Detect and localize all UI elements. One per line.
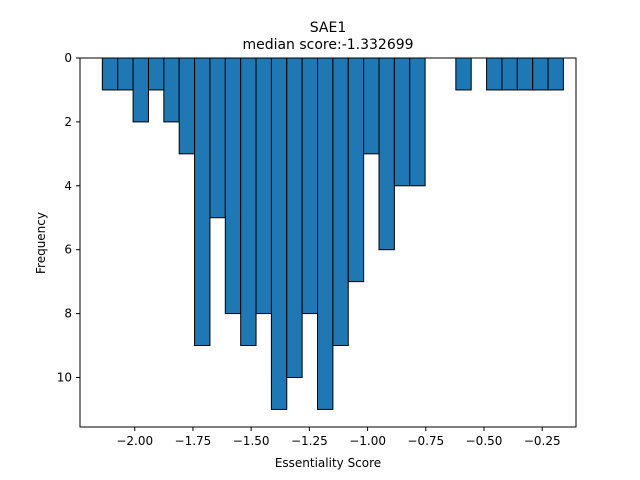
histogram-bar-4	[163, 57, 180, 123]
histogram-bar-1	[117, 57, 134, 91]
histogram-bar-25	[486, 57, 503, 91]
histogram-bar-10	[255, 57, 272, 315]
histogram-bar-12	[286, 57, 303, 378]
histogram-bar-26	[501, 57, 518, 91]
y-tick-label: 8	[64, 307, 72, 321]
histogram-bar-14	[317, 57, 334, 410]
x-tick-label: −0.25	[524, 434, 561, 448]
histogram-bar-6	[194, 57, 211, 347]
x-tick-label: −1.25	[291, 434, 328, 448]
histogram-bar-19	[393, 57, 411, 187]
histogram-bar-0	[101, 57, 119, 91]
x-tick-label: −2.00	[116, 434, 153, 448]
y-tick-label: 6	[64, 243, 72, 257]
histogram-bar-3	[147, 57, 165, 91]
histogram-bar-20	[409, 57, 426, 187]
x-tick-label: −1.00	[349, 434, 386, 448]
histogram-bar-5	[178, 57, 196, 155]
histogram-bar-17	[363, 57, 380, 155]
x-tick-label: −0.50	[466, 434, 503, 448]
histogram-bar-23	[455, 57, 472, 91]
y-axis-ticks: 0 2 4 6 8 10	[57, 51, 80, 384]
x-tick-label: −1.75	[175, 434, 212, 448]
histogram-bar-29	[547, 57, 564, 91]
y-tick-label: 10	[57, 370, 72, 384]
histogram-bar-18	[378, 57, 395, 251]
histogram-bar-8	[224, 57, 242, 315]
y-tick-label: 2	[64, 115, 72, 129]
chart-title: SAE1	[310, 20, 346, 36]
histogram-bar-7	[209, 57, 226, 219]
x-axis-ticks: −2.00 −1.75 −1.50 −1.25 −1.00 −0.75 −0.50 −0.25	[116, 427, 561, 448]
x-axis-label: Essentiality Score	[275, 456, 381, 470]
histogram-bar-11	[270, 57, 288, 410]
x-tick-label: −1.50	[233, 434, 270, 448]
histogram-bar-9	[240, 57, 257, 347]
histogram-bar-27	[516, 57, 534, 91]
histogram-bar-28	[532, 57, 549, 91]
chart-subtitle: median score:-1.332699	[242, 37, 413, 53]
histogram-bar-2	[132, 57, 149, 123]
x-tick-label: −0.75	[407, 434, 444, 448]
bars-layer	[101, 57, 564, 410]
histogram-bar-16	[347, 57, 365, 283]
y-axis-label: Frequency	[34, 212, 48, 274]
histogram-bar-13	[301, 57, 319, 315]
histogram-bar-15	[332, 57, 349, 347]
y-tick-label: 0	[64, 51, 72, 65]
y-tick-label: 4	[64, 179, 72, 193]
plot-frame	[79, 57, 577, 428]
